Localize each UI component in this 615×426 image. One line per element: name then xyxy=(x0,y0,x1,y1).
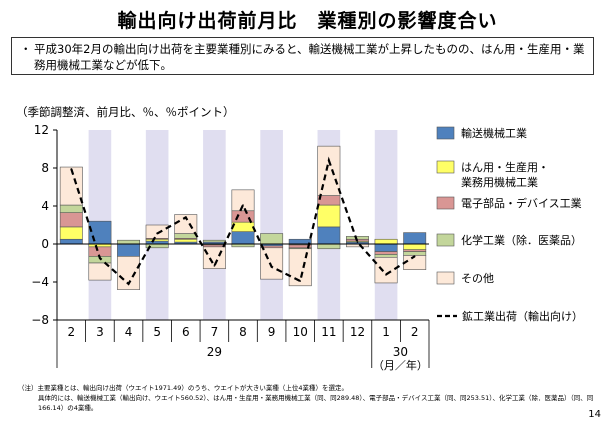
x-tick-label: 8 xyxy=(239,325,247,339)
bar-segment-transport xyxy=(288,238,312,245)
line-point xyxy=(356,241,359,243)
y-tick-label: 8 xyxy=(41,161,49,175)
x-tick-label: 10 xyxy=(293,325,308,339)
line-point xyxy=(213,265,216,267)
line-point xyxy=(156,232,158,235)
x-tick-label: 6 xyxy=(182,325,190,339)
x-tick-label: 2 xyxy=(67,325,75,339)
line-point xyxy=(299,280,302,282)
bar-segment-machinery xyxy=(317,204,341,228)
bar-segment-other xyxy=(317,145,341,196)
x-tick-label: 5 xyxy=(153,325,161,339)
bar-segment-other xyxy=(288,248,312,287)
bar-segment-other xyxy=(59,166,83,206)
bar-segment-chemical xyxy=(260,233,284,245)
x-tick-label: 9 xyxy=(268,325,276,339)
bar-segment-machinery xyxy=(174,238,198,243)
footnotes: （注）主要業種とは、輸出向け出荷（ウエイト1971.49）のうち、ウエイトが大き… xyxy=(18,383,594,413)
legend-swatch-chemical xyxy=(436,233,455,247)
bar-segment-other xyxy=(231,189,255,212)
bar-segment-chemical xyxy=(374,254,398,258)
line-point xyxy=(328,159,330,162)
summary-bullet: ・ xyxy=(20,42,32,56)
bar-segment-chemical xyxy=(202,239,226,243)
legend-swatch-transport xyxy=(436,126,455,140)
x-tick-label: 2 xyxy=(411,325,419,339)
legend-swatch-electronic xyxy=(436,196,455,210)
chart-title: 輸出向け出荷前月比 業種別の影響度合い xyxy=(117,10,498,32)
line-point xyxy=(127,283,130,285)
bar-segment-other xyxy=(374,256,398,284)
y-tick-label: 0 xyxy=(41,237,49,251)
bar-segment-electronic xyxy=(59,212,83,228)
line-point xyxy=(242,204,244,206)
legend-label-electronic: 電子部品・デバイス工業 xyxy=(461,196,582,210)
y-tick-label: 4 xyxy=(41,199,49,213)
line-point xyxy=(270,266,273,268)
bar-segment-transport xyxy=(374,243,398,252)
x-unit-label: （月／年） xyxy=(373,358,428,372)
legend-label-other: その他 xyxy=(461,272,494,285)
bar-segment-other xyxy=(117,256,140,290)
bar-segment-transport xyxy=(231,231,255,245)
y-tick-label: −8 xyxy=(31,313,49,327)
bar-segment-chemical xyxy=(59,204,83,213)
bar-segment-transport xyxy=(88,220,112,245)
page-number: 14 xyxy=(588,409,601,420)
legend-swatch-machinery xyxy=(436,160,455,174)
bar-segment-transport xyxy=(117,243,140,257)
bar-segment-transport xyxy=(317,226,341,245)
legend-label-machinery: はん用・生産用・業務用機械工業 xyxy=(461,160,549,189)
year-label: 30 xyxy=(393,345,408,359)
bar-segment-chemical xyxy=(117,239,140,245)
legend-label-transport: 輸送機械工業 xyxy=(461,126,527,140)
bar-segment-other xyxy=(145,224,169,239)
legend-swatch-other xyxy=(436,271,455,285)
bar-segment-machinery xyxy=(403,243,427,250)
bar-segment-chemical xyxy=(317,243,341,250)
bar-segment-chemical xyxy=(403,251,427,256)
line-point xyxy=(385,273,387,276)
shade-band xyxy=(260,130,283,320)
x-tick-label: 7 xyxy=(211,325,219,339)
line-point xyxy=(70,168,73,170)
footnote-line: （注）主要業種とは、輸出向け出荷（ウエイト1971.49）のうち、ウエイトが大き… xyxy=(18,384,349,392)
bar-segment-chemical xyxy=(174,233,198,239)
shade-band xyxy=(203,130,226,320)
summary-text: 平成30年2月の輸出向け出荷を主要業種別にみると、輸送機械工業が上昇したものの、… xyxy=(34,42,585,72)
legend-label-chemical: 化学工業（除．医薬品） xyxy=(461,233,582,247)
y-tick-label: 12 xyxy=(34,123,49,137)
footnote-line: 具体的には、輸送機械工業（輸出向け、ウエイト560.52）、はん用・生産用・業務… xyxy=(38,394,594,402)
unit-note: （季節調整済、前月比、％、％ポイント） xyxy=(16,105,235,119)
legend-label-line: 鉱工業出荷（輸出向け） xyxy=(462,309,583,323)
bar-segment-machinery xyxy=(231,221,255,232)
footnote-line: 166.14）の4業種。 xyxy=(38,404,98,412)
bar-segment-machinery xyxy=(59,226,83,240)
x-tick-label: 1 xyxy=(382,325,390,339)
bar-segment-other xyxy=(88,262,112,281)
x-tick-label: 12 xyxy=(350,325,365,339)
line-point xyxy=(413,255,416,258)
bar-segment-electronic xyxy=(374,251,398,255)
y-tick-label: −4 xyxy=(31,275,49,289)
bar-segment-machinery xyxy=(374,238,398,245)
bar-segment-transport xyxy=(403,232,427,245)
bar-segment-transport xyxy=(59,238,83,245)
line-point xyxy=(184,216,187,219)
summary-box: ・ 平成30年2月の輸出向け出荷を主要業種別にみると、輸送機械工業が上昇したもの… xyxy=(11,37,594,75)
bar-segment-other xyxy=(260,247,284,280)
x-tick-label: 3 xyxy=(96,325,104,339)
x-tick-label: 11 xyxy=(321,325,336,339)
line-point xyxy=(99,257,101,260)
x-tick-label: 4 xyxy=(125,325,133,339)
shade-band xyxy=(374,130,398,320)
year-label: 29 xyxy=(207,345,222,359)
